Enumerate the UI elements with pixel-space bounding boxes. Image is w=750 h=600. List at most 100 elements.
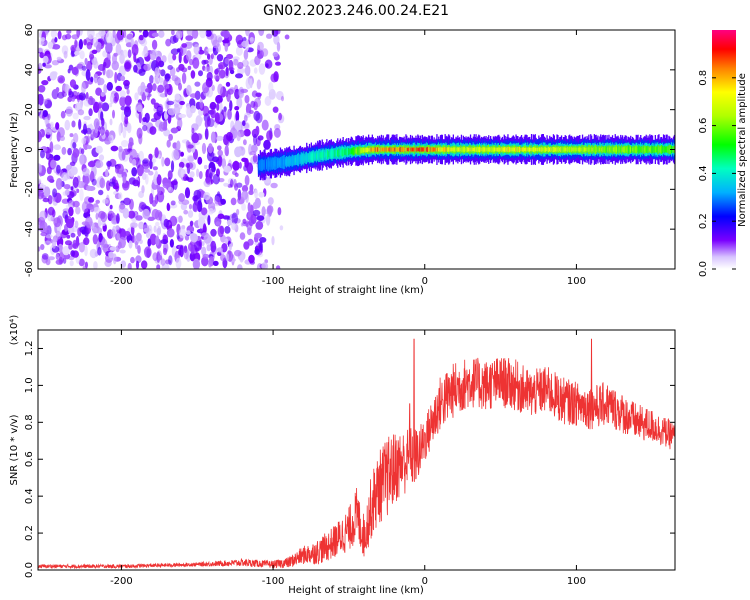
- spectrogram-signal-cell: [654, 147, 656, 153]
- spectrogram-signal-cell: [358, 148, 361, 153]
- spectrogram-signal-cell: [633, 147, 635, 152]
- spectrogram-noise-cell: [219, 102, 223, 112]
- spectrogram-signal-cell: [289, 159, 292, 164]
- spectrogram-noise-cell: [63, 184, 71, 190]
- spectrogram-noise-cell: [240, 88, 249, 93]
- spectrogram-signal-cell: [324, 152, 326, 158]
- spectrogram-signal-cell: [641, 147, 643, 152]
- spectrogram-signal-cell: [614, 147, 616, 152]
- spectrogram-noise-cell: [115, 165, 120, 174]
- spectrogram-noise-cell: [46, 123, 51, 128]
- spectrogram-signal-cell: [623, 146, 625, 153]
- spectrogram-noise-cell: [235, 73, 243, 79]
- spectrogram-signal-cell: [606, 147, 608, 152]
- spectrogram-noise-cell: [149, 49, 157, 61]
- spectrogram-signal-cell: [662, 147, 665, 152]
- spectrogram-noise-cell: [232, 160, 240, 171]
- spectrogram-noise-cell: [208, 208, 214, 215]
- spectrogram-noise-cell: [207, 215, 211, 226]
- spectrogram-signal-cell: [508, 147, 510, 152]
- spectrogram-noise-cell: [227, 108, 232, 120]
- spectrogram-signal-cell: [535, 147, 537, 152]
- spectrogram-signal-cell: [492, 147, 494, 152]
- spectrogram-noise-cell: [85, 216, 93, 228]
- spectrogram-noise-cell: [257, 135, 264, 141]
- spectrogram-noise-cell: [88, 197, 95, 203]
- spectrogram-noise-cell: [83, 115, 91, 121]
- spectrogram-signal-cell: [481, 147, 484, 152]
- spectrogram-noise-cell: [181, 67, 188, 73]
- spectrogram-noise-cell: [241, 40, 249, 48]
- spectrogram-signal-cell: [565, 147, 567, 152]
- spectrogram-noise-cell: [70, 50, 76, 58]
- spectrogram-noise-cell: [206, 71, 213, 81]
- spectrogram-signal-cell: [462, 147, 464, 152]
- spectrogram-signal-cell: [601, 147, 604, 152]
- spectrogram-signal-cell: [534, 147, 536, 152]
- spectrogram-signal-cell: [368, 148, 370, 152]
- spectrogram-signal-cell: [348, 149, 351, 154]
- spectrogram-signal-cell: [457, 147, 459, 152]
- spectrogram-noise-cell: [151, 200, 157, 207]
- spectrogram-signal-cell: [413, 147, 415, 152]
- spectrogram-signal-cell: [390, 147, 393, 152]
- spectrogram-noise-cell: [38, 67, 42, 74]
- spectrogram-noise-cell: [95, 145, 103, 154]
- spectrogram-noise-cell: [214, 68, 219, 75]
- spectrogram-noise-cell: [47, 41, 54, 49]
- spectrogram-signal-cell: [554, 147, 556, 152]
- spectrogram-signal-cell: [297, 157, 299, 162]
- spectrogram-noise-cell: [250, 100, 256, 108]
- spectrogram-signal-cell: [625, 147, 627, 152]
- colorbar-tick-label: 0.6: [698, 118, 709, 134]
- spectrogram-noise-cell: [41, 80, 49, 86]
- spectrogram-noise-cell: [91, 178, 97, 186]
- spectrogram-noise-cell: [132, 179, 140, 187]
- spectrogram-signal-cell: [664, 147, 666, 152]
- spectrogram-signal-cell: [450, 147, 453, 152]
- snr-scale-label: (x10⁴): [9, 315, 20, 346]
- snr-x-tick-label: 100: [567, 576, 586, 587]
- spectrogram-signal-cell: [615, 147, 617, 152]
- spectrogram-signal-cell: [459, 147, 461, 152]
- spectrogram-noise-cell: [116, 232, 121, 241]
- spectrogram-signal-cell: [639, 147, 641, 152]
- spectrogram-noise-cell: [70, 166, 78, 175]
- spectrogram-noise-cell: [248, 190, 254, 196]
- spectrogram-noise-cell: [113, 96, 118, 104]
- spectrogram-signal-cell: [449, 147, 452, 152]
- spectrogram-noise-cell: [153, 225, 157, 233]
- spectrogram-signal-cell: [651, 147, 654, 152]
- spectrogram-signal-cell: [595, 146, 597, 153]
- spectrogram-signal-cell: [376, 147, 378, 152]
- spectrogram-signal-cell: [575, 147, 577, 152]
- spectrogram-noise-cell: [105, 129, 110, 138]
- spectrogram-noise-cell: [90, 128, 98, 139]
- spectrogram-signal-cell: [433, 147, 435, 152]
- spectrogram-noise-cell: [93, 261, 98, 269]
- spectrogram-noise-cell: [217, 247, 223, 253]
- snr-y-tick-label: 0.6: [24, 451, 35, 467]
- spectrogram-signal-cell: [284, 159, 286, 165]
- spectrogram-signal-cell: [580, 147, 582, 152]
- spectrogram-signal-cell: [594, 147, 596, 152]
- spectrogram-noise-cell: [281, 95, 284, 102]
- spectrogram-signal-cell: [496, 147, 498, 152]
- spectrogram-cells: [38, 30, 675, 269]
- spectrogram-signal-cell: [622, 147, 625, 152]
- spectrogram-noise-cell: [178, 30, 184, 34]
- spectrogram-signal-cell: [334, 151, 336, 155]
- spectrogram-noise-cell: [169, 215, 178, 227]
- spectrogram-noise-cell: [119, 96, 127, 107]
- spectrogram-noise-cell: [203, 192, 211, 201]
- spectrogram-signal-cell: [655, 147, 657, 152]
- spectrogram-signal-cell: [438, 147, 440, 152]
- spectrogram-noise-cell: [243, 241, 250, 250]
- spectrogram-signal-cell: [273, 161, 275, 166]
- spectrogram-noise-cell: [190, 244, 195, 255]
- spectrogram-signal-cell: [600, 147, 602, 152]
- spectrogram-signal-cell: [486, 147, 488, 152]
- spectrogram-noise-cell: [225, 81, 231, 87]
- spectrogram-noise-cell: [265, 214, 271, 226]
- spectrogram-noise-cell: [181, 72, 187, 84]
